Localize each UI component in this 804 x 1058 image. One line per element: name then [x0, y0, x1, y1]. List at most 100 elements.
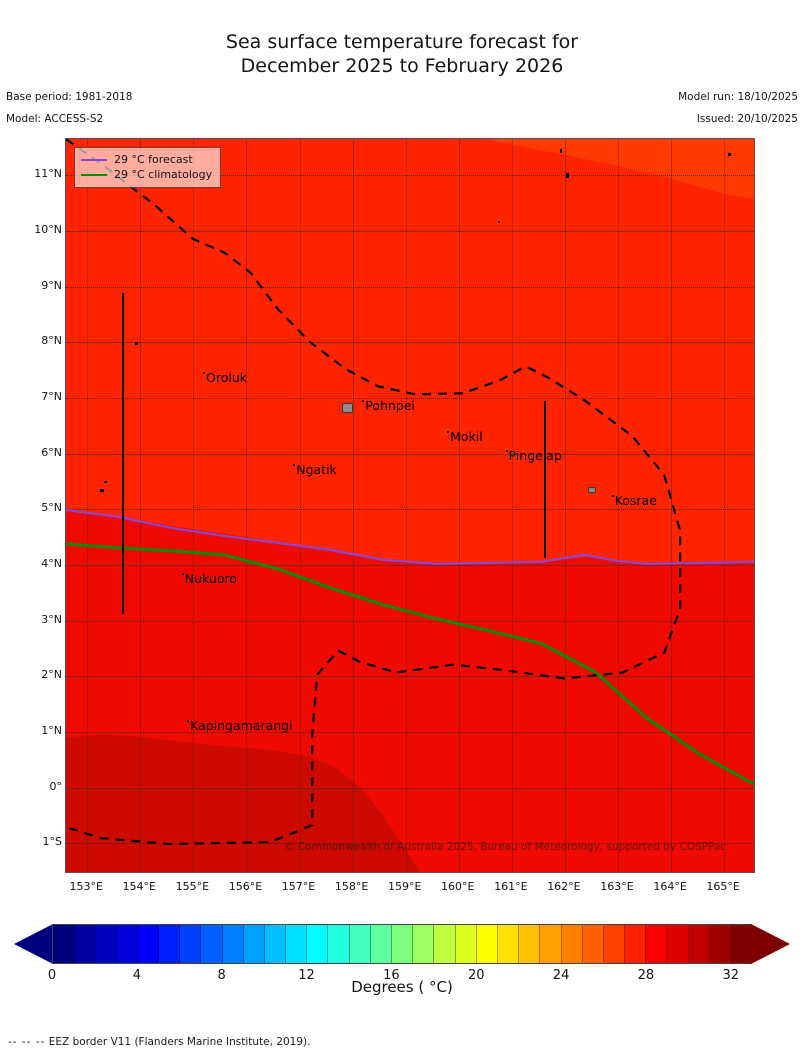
colorbar-cell-31 — [709, 925, 731, 963]
colorbar-cell-23 — [540, 925, 562, 963]
gridline-lat-9 — [66, 676, 754, 678]
gridline-lat-4 — [66, 397, 754, 399]
gridline-lon-157 — [299, 139, 301, 872]
legend-forecast-label: 29 °C forecast — [114, 153, 193, 166]
place-dot-kapingamarangi — [187, 720, 190, 723]
eez-footnote: -- -- -- EEZ border V11 (Flanders Marine… — [8, 1036, 310, 1048]
gridline-lon-163 — [618, 139, 619, 872]
y-tick-12: 1°S — [42, 835, 62, 849]
x-tick-0: 153°E — [69, 880, 103, 893]
colorbar-cell-11 — [286, 925, 308, 963]
colorbar-tick-32: 32 — [722, 968, 740, 983]
colorbar-cell-0 — [53, 925, 75, 963]
gridline-lat-6 — [66, 509, 754, 511]
sst-field — [66, 139, 754, 872]
y-tick-9: 2°N — [41, 668, 62, 682]
colorbar-cell-22 — [519, 925, 541, 963]
x-tick-11: 164°E — [653, 880, 687, 893]
colorbar-cell-29 — [667, 925, 689, 963]
colorbar-cell-32 — [731, 925, 752, 963]
model-text: Model: ACCESS-S2 — [6, 113, 104, 125]
gridline-lat-12 — [66, 843, 754, 845]
gridline-lat-0 — [66, 175, 754, 177]
colorbar-cell-18 — [434, 925, 456, 963]
colorbar-cell-21 — [497, 925, 520, 963]
colorbar-cell-3 — [116, 925, 138, 963]
x-tick-8: 161°E — [494, 880, 528, 893]
x-tick-4: 157°E — [281, 880, 316, 893]
legend-row-climatology: 29 °C climatology — [81, 167, 212, 182]
model-run-text: Model run: 18/10/2025 — [678, 91, 798, 103]
x-tick-10: 163°E — [600, 880, 634, 893]
colorbar-under-arrow — [14, 924, 53, 964]
colorbar-cell-14 — [349, 925, 371, 963]
place-dot-nukuoro — [181, 572, 184, 575]
gridline-lon-164 — [671, 139, 673, 872]
colorbar-cell-8 — [222, 925, 244, 963]
gridline-lon-153 — [87, 139, 89, 872]
colorbar-tick-28: 28 — [637, 968, 655, 983]
colorbar-cell-25 — [582, 925, 604, 963]
eez-footnote-text: EEZ border V11 (Flanders Marine Institut… — [48, 1036, 311, 1048]
y-tick-4: 7°N — [41, 389, 62, 403]
title-line-1: Sea surface temperature forecast for — [225, 31, 579, 53]
place-label-kosrae: Kosrae — [614, 492, 657, 508]
gridline-lon-160 — [458, 139, 460, 872]
place-dot-ngatik — [293, 464, 296, 467]
gridline-lon-156 — [246, 139, 248, 872]
place-label-pohnpei: Pohnpei — [365, 398, 415, 414]
island-speckle-d — [560, 149, 562, 153]
colorbar: 0 4 8 12 16 20 24 28 32 — [0, 924, 804, 983]
y-tick-10: 1°N — [41, 724, 62, 737]
colorbar-cell-17 — [413, 925, 435, 963]
place-label-oroluk: Oroluk — [206, 370, 247, 386]
base-period-text: Base period: 1981-2018 — [6, 91, 133, 103]
y-tick-2: 9°N — [41, 278, 62, 292]
colorbar-cell-10 — [264, 925, 287, 963]
eez-border-dashed — [66, 139, 682, 846]
colorbar-cell-20 — [476, 925, 498, 963]
colorbar-cell-6 — [180, 925, 202, 963]
place-dot-kosrae — [611, 494, 614, 497]
colorbar-cell-27 — [625, 925, 647, 963]
colorbar-cell-5 — [158, 925, 181, 963]
legend-row-forecast: 29 °C forecast — [81, 152, 212, 167]
colorbar-cell-2 — [95, 925, 117, 963]
y-tick-11: 0° — [49, 779, 63, 793]
colorbar-cell-16 — [392, 925, 414, 963]
x-tick-1: 154°E — [122, 880, 157, 893]
eez-footnote-dashes: -- -- -- — [8, 1036, 46, 1048]
gridline-lon-162 — [564, 139, 566, 872]
colorbar-cell-9 — [243, 925, 265, 963]
y-tick-1: 10°N — [34, 222, 62, 236]
colorbar-cell-13 — [328, 925, 350, 963]
place-dot-mokil — [447, 430, 450, 433]
title-line-2: December 2025 to February 2026 — [240, 55, 564, 77]
forecast-line-swatch — [81, 158, 107, 161]
colorbar-axis-label: Degrees ( °C) — [351, 978, 453, 996]
eez-vertical-segment-east — [544, 401, 546, 558]
eez-vertical-segment-west — [122, 293, 124, 614]
copyright-text: © Commonwealth of Australia 2025, Bureau… — [284, 841, 727, 853]
colorbar-cell-26 — [603, 925, 626, 963]
place-label-ngatik: Ngatik — [296, 462, 337, 478]
x-tick-3: 156°E — [228, 880, 263, 893]
island-speckle-e — [566, 173, 569, 178]
colorbar-cell-12 — [307, 925, 329, 963]
forecast-contour-29c — [66, 508, 754, 565]
place-label-kapingamarangi: Kapingamarangi — [190, 718, 293, 734]
colorbar-tick-0: 0 — [47, 968, 57, 983]
x-tick-9: 162°E — [547, 880, 581, 893]
colorbar-cell-28 — [646, 925, 668, 963]
gridline-lon-158 — [352, 139, 354, 872]
gridline-lat-1 — [66, 230, 754, 232]
y-tick-7: 4°N — [41, 556, 62, 570]
colorbar-cell-15 — [370, 925, 392, 963]
map-plot-area[interactable]: Oroluk Pohnpei Mokil Pingelap Ngatik Kosrae Nu… — [65, 138, 755, 873]
island-marker-kosrae — [588, 487, 596, 493]
legend-climatology-label: 29 °C climatology — [114, 168, 213, 181]
place-dot-pohnpei — [362, 400, 365, 403]
place-label-mokil: Mokil — [450, 428, 483, 444]
climatology-line-swatch — [81, 173, 107, 176]
